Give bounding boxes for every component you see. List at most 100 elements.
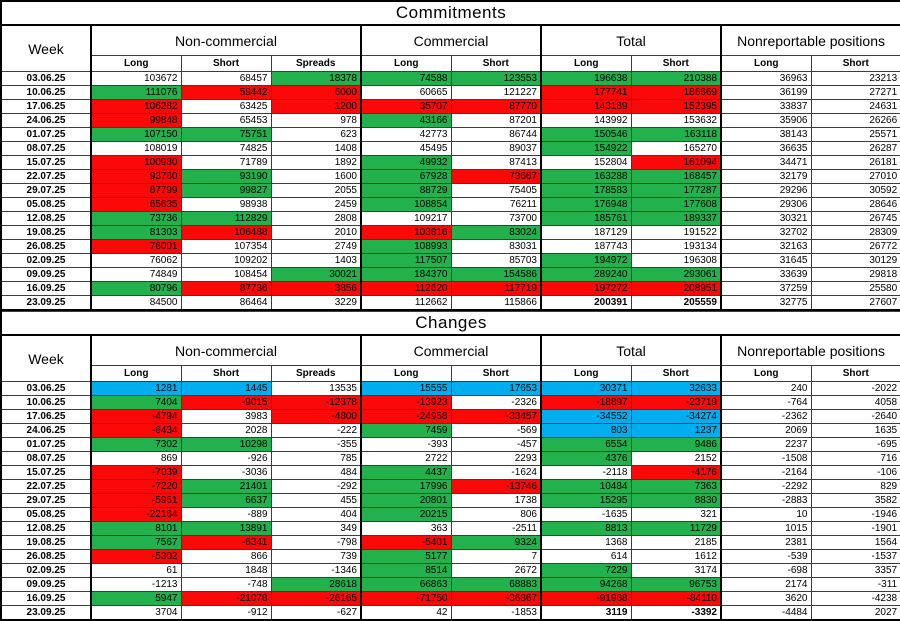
table-row: 01.07.25 107150 75751 623 42773 86744 150546 16… [0,127,900,142]
value-cell: 186669 [630,85,722,100]
value-cell: 3229 [270,295,362,311]
value-cell: 143189 [540,99,632,114]
value-cell: 86464 [180,295,272,311]
value-cell: 803 [540,423,632,438]
value-cell: 1612 [630,549,722,564]
value-cell: 73667 [450,169,542,184]
value-cell: 2174 [720,577,812,592]
value-cell: 4437 [360,465,452,480]
value-cell: 74588 [360,71,452,86]
value-cell: 43166 [360,113,452,128]
week-cell: 24.06.25 [0,113,92,128]
value-cell: 30129 [810,253,900,268]
col-header-nc-short: Short [180,365,272,382]
week-cell: 02.09.25 [0,253,92,268]
table-row: 15.07.25 -7039 -3036 484 4437 -1624 -2118 -4176… [0,465,900,480]
value-cell: 11729 [630,521,722,536]
value-cell: 36199 [720,85,812,100]
value-cell: 36635 [720,141,812,156]
week-cell: 22.07.25 [0,479,92,494]
col-header-nc-long: Long [90,365,182,382]
value-cell: 33639 [720,267,812,282]
value-cell: -4794 [90,409,182,424]
value-cell: -3392 [630,605,722,621]
value-cell: 117507 [360,253,452,268]
col-header-t-long: Long [540,55,632,72]
value-cell: 37259 [720,281,812,296]
value-cell: 75751 [180,127,272,142]
value-cell: 2152 [630,451,722,466]
value-cell: 739 [270,549,362,564]
col-header-c-short: Short [450,365,542,382]
value-cell: 2293 [450,451,542,466]
value-cell: 2027 [810,605,900,621]
value-cell: 26772 [810,239,900,254]
value-cell: 178583 [540,183,632,198]
table-row: 16.09.25 5947 -21078 -26165 -71750 -36867 -919… [0,591,900,606]
value-cell: -26165 [270,591,362,606]
value-cell: 123553 [450,71,542,86]
col-header-t-short: Short [630,365,722,382]
col-header-c-long: Long [360,365,452,382]
table-row: 22.07.25 -7220 21401 -292 17996 -13746 10484 73… [0,479,900,494]
value-cell: 165270 [630,141,722,156]
value-cell: -1537 [810,549,900,564]
value-cell: 76062 [90,253,182,268]
value-cell: 2672 [450,563,542,578]
value-cell: 154586 [450,267,542,282]
week-cell: 12.08.25 [0,521,92,536]
value-cell: 293061 [630,267,722,282]
value-cell: -4484 [720,605,812,621]
value-cell: -2292 [720,479,812,494]
table-row: 09.09.25 -1213 -748 28618 66863 68883 94268 967… [0,577,900,592]
table-row: 09.09.25 74849 108454 30021 184370 154586 2892… [0,267,900,282]
value-cell: 1015 [720,521,812,536]
table-row: 03.06.25 103672 68457 18378 74588 123553 19663… [0,71,900,86]
value-cell: 108993 [360,239,452,254]
value-cell: -764 [720,395,812,410]
value-cell: 623 [270,127,362,142]
value-cell: 3357 [810,563,900,578]
col-group-commercial: Commercial [360,24,542,56]
value-cell: 32775 [720,295,812,311]
value-cell: -926 [180,451,272,466]
value-cell: 163288 [540,169,632,184]
value-cell: 45495 [360,141,452,156]
value-cell: -569 [450,423,542,438]
value-cell: 30321 [720,211,812,226]
value-cell: 34471 [720,155,812,170]
value-cell: 106282 [90,99,182,114]
value-cell: 6554 [540,437,632,452]
value-cell: 67928 [360,169,452,184]
week-cell: 16.09.25 [0,591,92,606]
value-cell: 177741 [540,85,632,100]
value-cell: -4176 [630,465,722,480]
value-cell: 1564 [810,535,900,550]
value-cell: 7404 [90,395,182,410]
value-cell: -5401 [360,535,452,550]
table-row: 05.08.25 -22164 -889 404 20215 806 -1635 321 10-… [0,507,900,522]
week-cell: 26.08.25 [0,239,92,254]
value-cell: 35906 [720,113,812,128]
value-cell: 87799 [90,183,182,198]
value-cell: -457 [450,437,542,452]
value-cell: 26181 [810,155,900,170]
value-cell: 4058 [810,395,900,410]
value-cell: 109217 [360,211,452,226]
value-cell: 106488 [180,225,272,240]
value-cell: 28646 [810,197,900,212]
value-cell: 7 [450,549,542,564]
value-cell: 196638 [540,71,632,86]
value-cell: -695 [810,437,900,452]
value-cell: 107150 [90,127,182,142]
value-cell: 13535 [270,381,362,396]
value-cell: 785 [270,451,362,466]
col-header-nr-short: Short [810,365,900,382]
value-cell: 154922 [540,141,632,156]
col-group-noncommercial: Non-commercial [90,24,362,56]
col-group-nonreportable: Nonreportable positions [719,334,900,366]
value-cell: 38143 [720,127,812,142]
value-cell: 2808 [270,211,362,226]
value-cell: 96753 [630,577,722,592]
value-cell: 63425 [180,99,272,114]
